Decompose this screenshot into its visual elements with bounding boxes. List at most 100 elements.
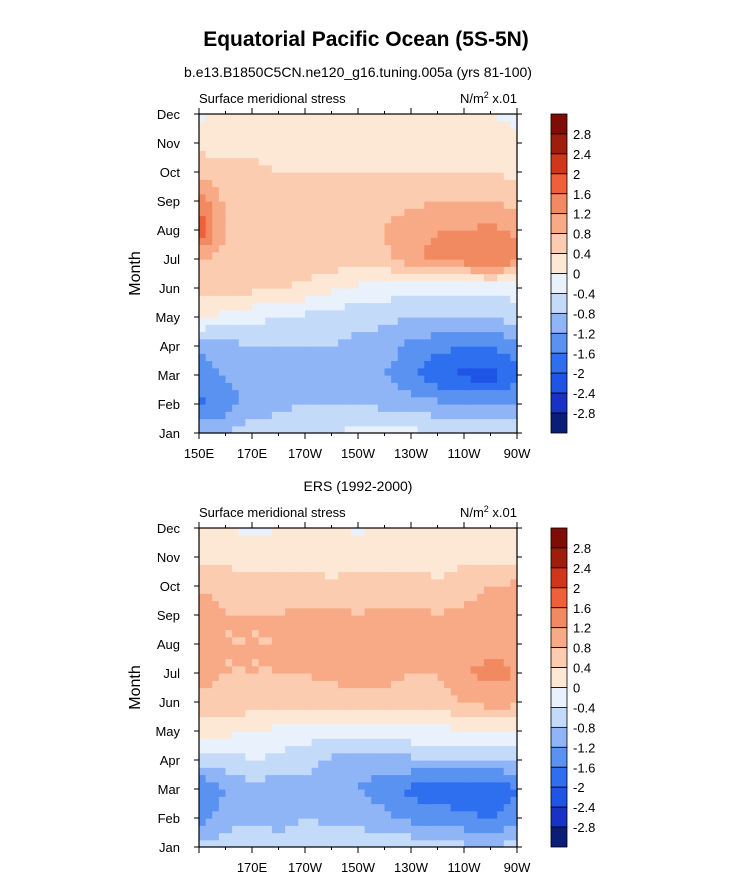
- contour-cell: [497, 128, 505, 137]
- contour-cell: [397, 375, 405, 383]
- contour-cell: [318, 208, 326, 217]
- contour-cell: [430, 273, 439, 282]
- contour-cell: [278, 694, 286, 703]
- contour-cell: [232, 266, 240, 275]
- contour-cell: [271, 644, 280, 652]
- contour-cell: [238, 557, 246, 565]
- contour-cell: [225, 586, 233, 594]
- contour-cell: [238, 651, 246, 660]
- contour-cell: [364, 157, 372, 166]
- contour-cell: [450, 818, 458, 826]
- contour-cell: [291, 774, 299, 783]
- panel-observations: ERS (1992-2000) Surface meridional stres…: [127, 478, 595, 875]
- contour-cell: [324, 208, 333, 217]
- contour-cell: [205, 535, 213, 544]
- contour-cell: [424, 411, 432, 420]
- contour-cell: [371, 179, 379, 188]
- contour-cell: [238, 230, 246, 238]
- contour-cell: [232, 222, 240, 231]
- contour-cell: [477, 549, 485, 558]
- contour-cell: [285, 636, 293, 645]
- contour-cell: [397, 658, 405, 667]
- contour-cell: [391, 135, 399, 144]
- contour-cell: [404, 353, 412, 362]
- contour-cell: [205, 280, 213, 289]
- contour-cell: [258, 237, 266, 246]
- contour-cell: [331, 193, 339, 202]
- contour-cell: [358, 673, 366, 681]
- contour-cell: [384, 389, 392, 398]
- contour-cell: [437, 114, 445, 122]
- contour-cell: [225, 251, 233, 260]
- contour-cell: [245, 389, 253, 398]
- contour-cell: [245, 694, 253, 703]
- contour-cell: [497, 367, 505, 376]
- contour-cell: [404, 578, 412, 587]
- contour-cell: [351, 542, 359, 551]
- contour-cell: [225, 411, 233, 420]
- contour-cell: [510, 651, 518, 660]
- contour-cell: [404, 796, 412, 805]
- contour-cell: [371, 346, 379, 354]
- contour-cell: [232, 360, 240, 369]
- contour-cell: [305, 273, 313, 282]
- contour-cell: [424, 143, 432, 151]
- contour-cell: [490, 411, 498, 420]
- contour-cell: [464, 571, 472, 580]
- contour-cell: [238, 564, 246, 573]
- y-tick-label: Jan: [159, 840, 180, 855]
- contour-cell: [358, 404, 366, 412]
- contour-cell: [285, 193, 293, 202]
- contour-cell: [497, 208, 505, 217]
- contour-cell: [305, 622, 313, 631]
- contour-cell: [258, 418, 266, 427]
- contour-cell: [311, 535, 319, 544]
- contour-cell: [411, 825, 419, 834]
- contour-cell: [450, 425, 458, 434]
- contour-cell: [225, 215, 233, 224]
- contour-cell: [358, 687, 366, 696]
- contour-cell: [464, 273, 472, 282]
- contour-cell: [291, 222, 299, 231]
- contour-cell: [358, 651, 366, 660]
- contour-cell: [457, 208, 465, 217]
- contour-cell: [477, 789, 485, 797]
- contour-cell: [311, 528, 319, 536]
- contour-cell: [265, 215, 273, 224]
- contour-cell: [477, 317, 485, 325]
- contour-cell: [238, 665, 246, 674]
- contour-cell: [291, 128, 299, 137]
- contour-cell: [311, 114, 319, 122]
- contour-cell: [497, 535, 505, 544]
- contour-cell: [271, 222, 280, 231]
- contour-cell: [278, 767, 286, 776]
- contour-cell: [344, 114, 352, 122]
- contour-cell: [205, 309, 213, 318]
- contour-cell: [437, 644, 445, 652]
- contour-cell: [391, 425, 399, 434]
- contour-cell: [271, 716, 280, 725]
- contour-cell: [318, 839, 326, 848]
- contour-cell: [245, 636, 253, 645]
- contour-cell: [464, 702, 472, 710]
- contour-cell: [205, 353, 213, 362]
- contour-cell: [391, 266, 399, 275]
- contour-cell: [238, 767, 246, 776]
- contour-cell: [252, 128, 260, 137]
- contour-cell: [278, 535, 286, 544]
- contour-cell: [397, 752, 405, 761]
- contour-cell: [497, 702, 505, 710]
- contour-cell: [457, 723, 465, 732]
- contour-cell: [391, 542, 399, 551]
- contour-cell: [437, 411, 445, 420]
- contour-cell: [199, 818, 207, 826]
- contour-cell: [291, 803, 299, 812]
- contour-cell: [305, 157, 313, 166]
- contour-cell: [457, 324, 465, 333]
- contour-cell: [411, 636, 419, 645]
- contour-cell: [358, 222, 366, 231]
- contour-cell: [477, 839, 485, 848]
- contour-cell: [457, 143, 465, 151]
- contour-cell: [252, 752, 260, 761]
- contour-cell: [411, 164, 419, 173]
